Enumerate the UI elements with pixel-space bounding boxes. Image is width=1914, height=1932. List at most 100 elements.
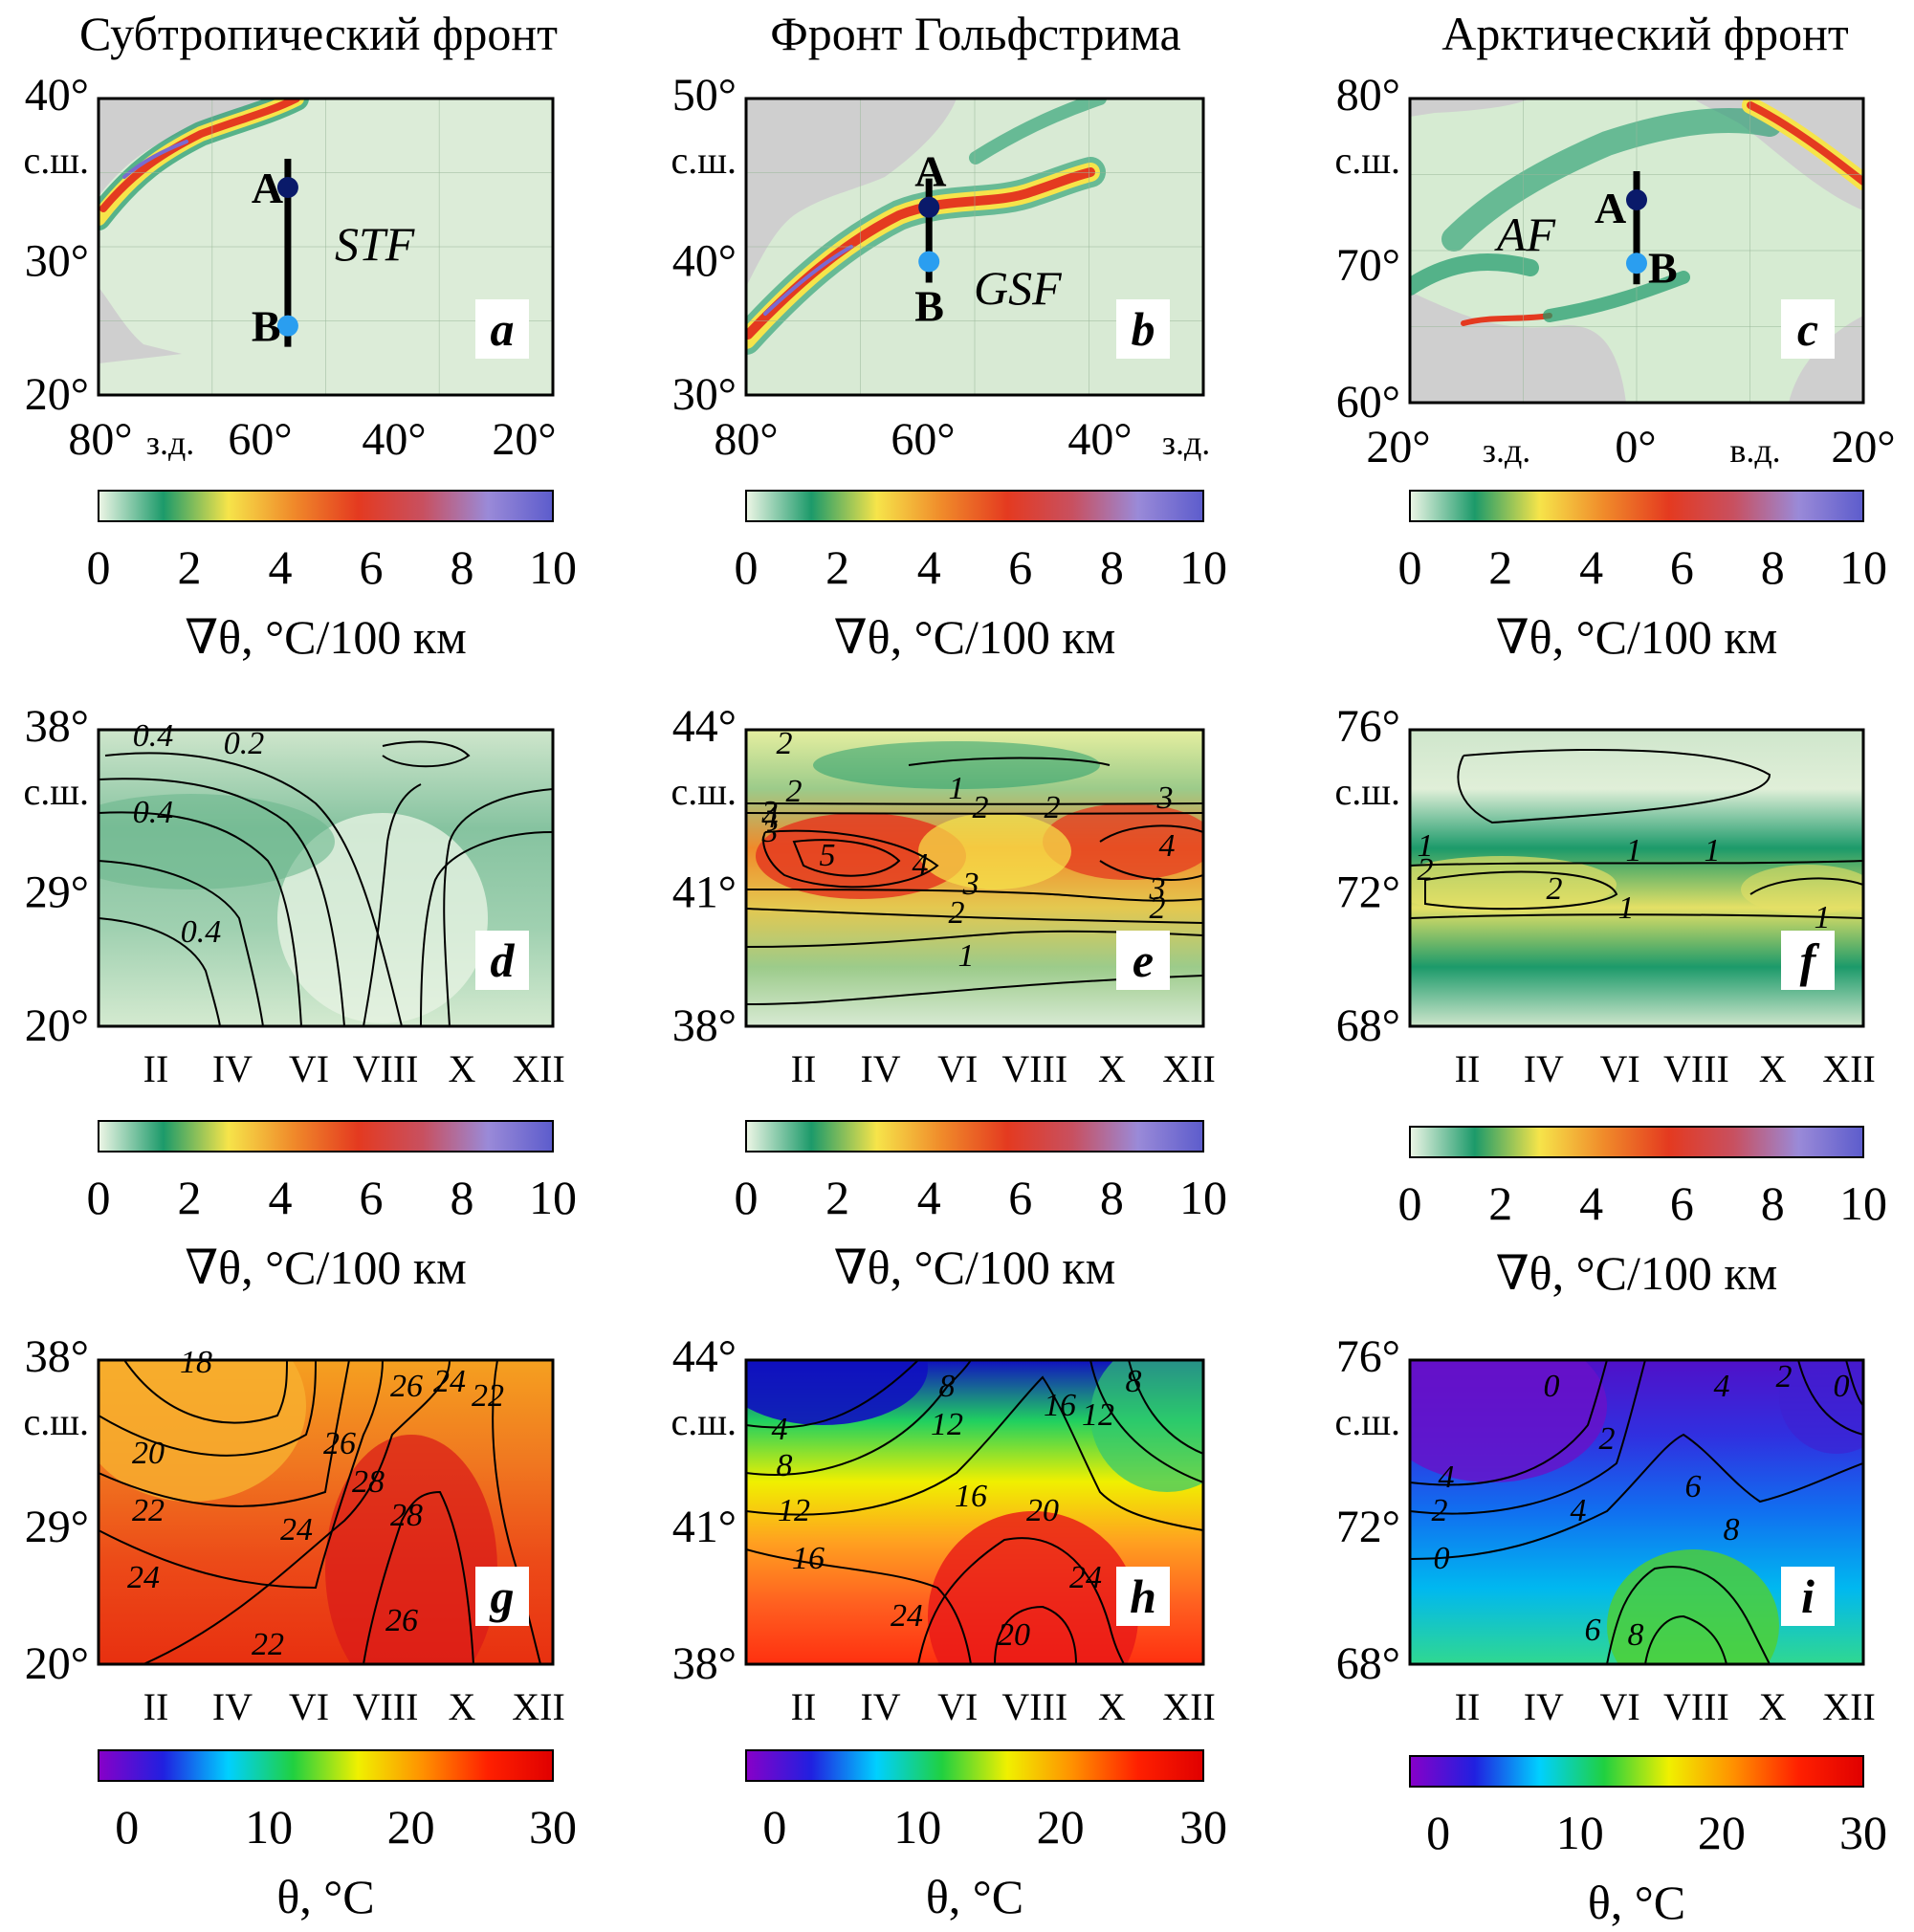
field-blob bbox=[1090, 1360, 1203, 1492]
x-tick-month-e: XII bbox=[1162, 1047, 1216, 1090]
field-blob bbox=[1410, 1360, 1607, 1482]
x-tick-month-e: IV bbox=[860, 1047, 900, 1090]
contour-line bbox=[99, 1360, 317, 1457]
field-blob bbox=[1607, 1549, 1779, 1664]
field-blob bbox=[1410, 856, 1617, 913]
panel-letter-box-c bbox=[1781, 299, 1835, 359]
x-tick-month-e: VIII bbox=[1001, 1047, 1067, 1090]
colorbar-tick-f: 8 bbox=[1761, 1176, 1785, 1230]
y-tick-hemisphere-h: с.ш. bbox=[671, 1400, 737, 1443]
contour-label-e: 3 bbox=[761, 814, 779, 849]
panel-letter-box-b bbox=[1116, 299, 1170, 359]
contour-label-i: 4 bbox=[1439, 1460, 1455, 1495]
x-tick-month-d: II bbox=[143, 1047, 169, 1090]
colorbar-tick-b: 0 bbox=[735, 540, 759, 594]
point-b-label-a: B bbox=[252, 302, 281, 351]
panel-letter-f: f bbox=[1800, 933, 1820, 987]
contour-label-h: 24 bbox=[1069, 1560, 1102, 1595]
y-tick-bottom-b: 30° bbox=[672, 369, 737, 420]
contour-line bbox=[1424, 870, 1618, 911]
colorbar-b bbox=[745, 490, 1204, 522]
contour-label-f: 1 bbox=[1418, 828, 1434, 864]
colorbar-tick-b: 6 bbox=[1008, 540, 1032, 594]
colorbar-label-h: θ, °C bbox=[926, 1870, 1023, 1923]
colorbar-tick-i: 20 bbox=[1698, 1806, 1746, 1859]
contour-label-g: 18 bbox=[180, 1345, 212, 1380]
colorbar-tick-a: 0 bbox=[87, 540, 111, 594]
y-tick-middle-e: 41° bbox=[672, 867, 737, 918]
colorbar-label-e: ∇θ, °C/100 км bbox=[834, 1240, 1116, 1294]
plot-frame-h bbox=[744, 1358, 1205, 1666]
contour-label-g: 22 bbox=[132, 1493, 165, 1528]
x-tick-month-h: VI bbox=[937, 1685, 978, 1728]
panel-letter-box-e bbox=[1116, 931, 1170, 990]
plot-frame-b bbox=[744, 97, 1205, 397]
colorbar-tick-c: 4 bbox=[1579, 540, 1603, 594]
contour-line bbox=[420, 831, 553, 1026]
y-tick-hemisphere-f: с.ш. bbox=[1334, 770, 1400, 813]
contour-label-g: 26 bbox=[323, 1426, 356, 1461]
x-tick-month-d: XII bbox=[512, 1047, 565, 1090]
panel-letter-box-a bbox=[475, 299, 529, 359]
y-tick-top-e: 44° bbox=[672, 701, 737, 752]
contour-label-e: 2 bbox=[973, 790, 989, 825]
y-tick-bottom-g: 20° bbox=[25, 1638, 89, 1689]
contour-label-f: 1 bbox=[1626, 833, 1642, 868]
panel-letter-b: b bbox=[1132, 302, 1155, 356]
colorbar-tick-b: 10 bbox=[1179, 540, 1227, 594]
contour-label-d: 0.2 bbox=[224, 726, 265, 761]
x-tick-month-g: VI bbox=[289, 1685, 329, 1728]
colorbar-tick-b: 2 bbox=[825, 540, 849, 594]
contour-line bbox=[746, 908, 1203, 924]
land-mass bbox=[746, 99, 957, 287]
x-tick-month-g: X bbox=[449, 1685, 476, 1728]
x-tick-month-e: VI bbox=[937, 1047, 978, 1090]
colorbar-tick-a: 2 bbox=[178, 540, 202, 594]
field-blob bbox=[918, 813, 1071, 889]
contour-label-e: 3 bbox=[1156, 780, 1174, 816]
colorbar-tick-a: 4 bbox=[269, 540, 293, 594]
contour-line bbox=[492, 1360, 541, 1664]
contour-line bbox=[746, 1360, 972, 1476]
x-tick-month-h: IV bbox=[860, 1685, 900, 1728]
contour-line bbox=[1749, 877, 1863, 895]
contour-label-i: 2 bbox=[1776, 1359, 1793, 1394]
contour-label-i: 0 bbox=[1544, 1369, 1560, 1404]
contour-line bbox=[1410, 1360, 1646, 1515]
contour-line bbox=[746, 889, 1203, 902]
contour-label-g: 28 bbox=[390, 1498, 423, 1533]
y-tick-top-c: 80° bbox=[1336, 70, 1400, 121]
colorbar-tick-f: 10 bbox=[1839, 1176, 1887, 1230]
colorbar-d bbox=[98, 1120, 554, 1153]
point-b-label-b: B bbox=[914, 282, 944, 331]
contour-label-i: 6 bbox=[1685, 1469, 1702, 1504]
contour-label-e: 3 bbox=[1149, 871, 1166, 907]
colorbar-label-g: θ, °C bbox=[276, 1870, 374, 1923]
x-tick-month-g: VIII bbox=[353, 1685, 419, 1728]
panel-letter-i: i bbox=[1801, 1570, 1815, 1623]
x-tick-c: 0° bbox=[1615, 422, 1656, 472]
colorbar-label-b: ∇θ, °C/100 км bbox=[834, 610, 1116, 664]
colorbar-tick-e: 2 bbox=[825, 1171, 849, 1224]
field-blob bbox=[99, 1360, 306, 1502]
contour-label-i: 0 bbox=[1834, 1369, 1850, 1404]
contour-label-f: 2 bbox=[1418, 852, 1434, 888]
x-tick-a: з.д. bbox=[146, 424, 195, 462]
colorbar-tick-c: 2 bbox=[1488, 540, 1512, 594]
colorbar-tick-e: 10 bbox=[1179, 1171, 1227, 1224]
contour-label-e: 4 bbox=[762, 800, 779, 835]
contour-line bbox=[1089, 1360, 1203, 1483]
x-tick-month-f: IV bbox=[1524, 1047, 1564, 1090]
contour-label-h: 8 bbox=[777, 1448, 793, 1483]
y-tick-top-f: 76° bbox=[1336, 701, 1400, 752]
contour-line bbox=[917, 1537, 1125, 1664]
y-tick-hemisphere-b: с.ш. bbox=[671, 139, 737, 182]
colorbar-tick-h: 30 bbox=[1179, 1800, 1227, 1854]
land-mass bbox=[1789, 316, 1863, 403]
contour-label-h: 12 bbox=[1082, 1397, 1114, 1433]
colorbar-label-d: ∇θ, °C/100 км bbox=[185, 1240, 467, 1294]
colorbar-tick-i: 0 bbox=[1426, 1806, 1450, 1859]
y-tick-hemisphere-d: с.ш. bbox=[23, 770, 89, 813]
